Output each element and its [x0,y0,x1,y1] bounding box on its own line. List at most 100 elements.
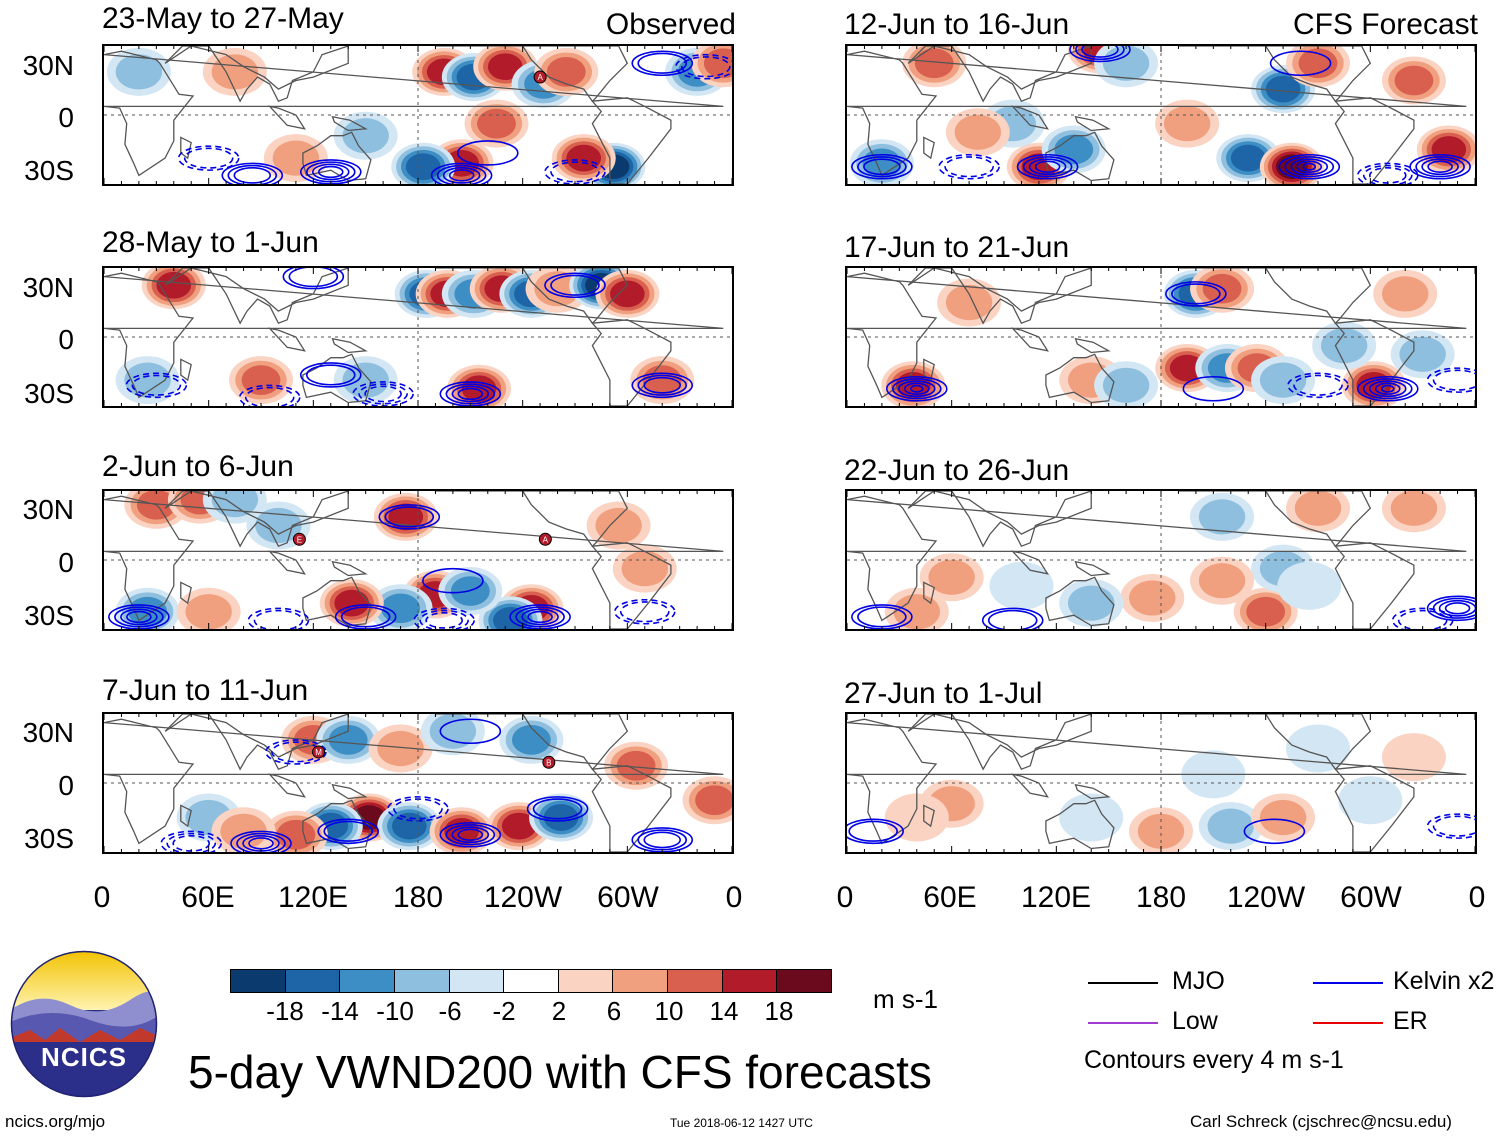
kelvin-contour-positive [1016,153,1079,180]
positive-anomaly [373,492,438,541]
coastline [331,783,368,800]
colorbar-swatch [558,970,614,992]
storm-marker-label: M [315,748,322,757]
ncics-logo: NCICS [10,950,158,1098]
kelvin-contour-positive [317,818,380,845]
legend-label-er: ER [1393,1007,1428,1035]
map-panel-fc-2 [845,266,1477,408]
map-canvas [847,46,1475,184]
coastline [331,115,368,132]
lat-label-30n: 30N [22,50,74,81]
site-link[interactable]: ncics.org/mjo [5,1112,106,1131]
coastline [1010,105,1049,130]
kelvin-contour-positive [544,272,606,299]
negative-anomaly [1338,776,1403,825]
colorbar-tick: 2 [551,996,567,1026]
coastline [1178,491,1372,548]
coastline [435,714,629,771]
kelvin-contour-positive [526,796,589,822]
kelvin-contour-positive [631,827,694,852]
storm-marker: M [312,745,326,759]
map-panel-fc-3 [845,489,1477,631]
kelvin-contour-negative [1426,367,1475,393]
negative-anomaly [1198,802,1263,851]
positive-anomaly [884,793,949,842]
lat-label-30s: 30S [24,600,74,631]
kelvin-contour-positive [847,818,904,845]
kelvin-contour-positive [1069,46,1131,63]
colorbar-tick: -10 [376,996,414,1026]
colorbar [230,969,832,993]
positive-anomaly [464,99,529,148]
coastline [1334,542,1415,629]
coastline [302,353,372,404]
positive-anomaly [319,579,384,628]
positive-anomaly [586,501,651,550]
negative-anomaly [849,139,914,184]
coastline [1074,337,1111,354]
lon-label: 120W [483,881,563,914]
kelvin-contour-negative [1426,813,1475,839]
kelvin-contour-positive [430,162,493,184]
coastline [907,491,1092,548]
panel-title-obs-1: 23-May to 27-May [102,2,344,35]
coastline [267,773,306,798]
kelvin-contour-positive [1278,153,1341,180]
storm-marker-label: E [297,535,302,544]
map-panel-fc-1 [845,44,1477,186]
timestamp: Tue 2018-06-12 1427 UTC [670,1116,813,1130]
negative-anomaly [1251,356,1316,405]
panel-title-fc-2: 17-Jun to 21-Jun [844,231,1070,264]
coastline [104,272,724,399]
kelvin-contour-positive [456,140,519,166]
coastline [164,46,349,103]
positive-anomaly [945,108,1010,157]
positive-anomaly [1129,807,1193,852]
kelvin-contour-negative [613,598,676,625]
coastline [164,491,349,548]
map-canvas [847,491,1475,629]
positive-anomaly [176,587,241,629]
kelvin-contour-positive [1426,595,1475,622]
lon-label: 120E [1020,881,1092,914]
storm-marker-label: B [546,758,551,767]
positive-anomaly [1381,56,1446,105]
panel-title-fc-1: 12-Jun to 16-Jun [844,8,1070,41]
coastline [1045,576,1115,627]
coastline [267,105,306,130]
coastline [907,714,1092,771]
kelvin-contour-positive [885,375,948,402]
map-canvas [104,268,732,406]
colorbar-tick: 6 [606,996,622,1026]
storm-marker-label: A [537,73,543,82]
colorbar-tick: 18 [764,996,794,1026]
positive-anomaly [368,724,433,773]
legend-line-mjo [1088,982,1158,984]
kelvin-contour-negative [413,607,475,629]
lat-label-30n: 30N [22,494,74,525]
coastline [1334,97,1415,184]
positive-anomaly [1416,125,1475,174]
coastline [435,268,629,325]
coastline [1178,714,1372,771]
coastline [1045,353,1115,404]
positive-anomaly [612,544,677,593]
positive-anomaly [211,807,276,852]
kelvin-contour-positive [981,607,1044,629]
observed-label: Observed [605,8,736,41]
legend-label-kelvin: Kelvin x2 [1393,967,1495,995]
coastline [1010,773,1049,798]
coastline [847,50,1467,177]
panel-title-obs-3: 2-Jun to 6-Jun [102,450,294,483]
lat-label-30s: 30S [24,155,74,186]
colorbar-swatch [668,970,723,992]
contour-note: Contours every 4 m s-1 [1084,1046,1344,1074]
coastline [435,46,629,103]
positive-anomaly [604,741,669,790]
kelvin-contour-negative [938,153,1000,180]
legend-label-mjo: MJO [1172,967,1225,995]
coastline [164,268,349,325]
